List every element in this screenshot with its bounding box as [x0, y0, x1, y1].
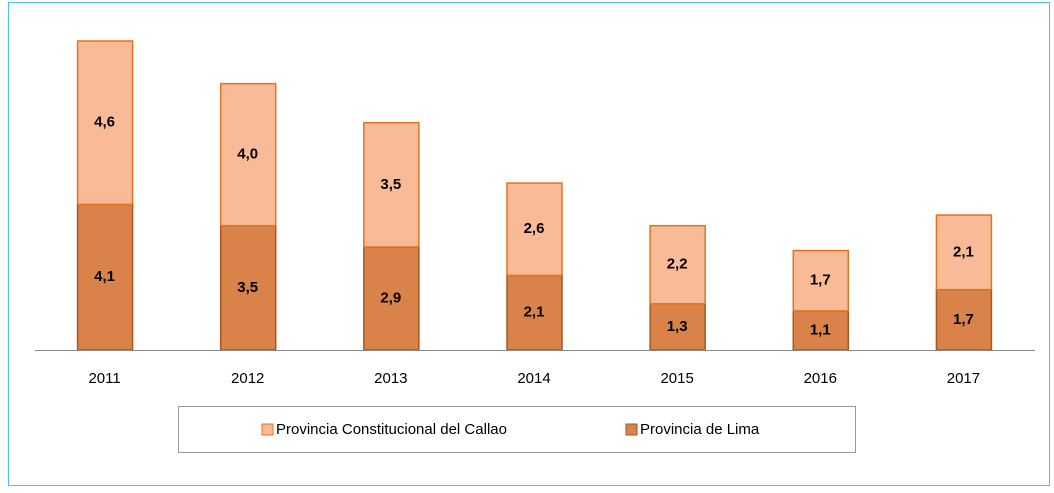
- bar-segment: [935, 214, 993, 291]
- value-label: 2,9: [380, 289, 401, 306]
- x-tick-label: 2014: [517, 370, 550, 387]
- value-label: 2,1: [524, 304, 545, 321]
- bar-segment: [76, 40, 134, 206]
- value-label: 2,6: [524, 220, 545, 237]
- legend-box: [178, 406, 856, 453]
- bar-segment: [506, 182, 563, 277]
- value-label: 4,6: [94, 114, 115, 131]
- x-tick-label: 2011: [88, 370, 120, 387]
- value-label: 2,1: [953, 243, 974, 260]
- value-label: 1,1: [810, 321, 831, 338]
- bar-segment: [219, 82, 277, 227]
- value-label: 1,7: [953, 311, 974, 328]
- value-label: 1,3: [667, 318, 688, 335]
- bar-segment: [363, 121, 420, 248]
- x-tick-label: 2012: [231, 370, 264, 387]
- bar-segment: [649, 224, 706, 305]
- value-label: 1,7: [810, 272, 831, 289]
- legend-swatch: [261, 423, 274, 436]
- value-label: 4,1: [94, 268, 115, 285]
- x-tick-label: 2016: [804, 370, 837, 387]
- x-tick-label: 2017: [947, 370, 980, 387]
- legend-label: Provincia de Lima: [640, 421, 760, 438]
- value-label: 4,0: [237, 146, 258, 163]
- value-label: 2,2: [667, 256, 688, 273]
- x-tick-label: 2015: [660, 370, 693, 387]
- legend-swatch: [625, 423, 638, 436]
- bar-segment: [649, 303, 706, 351]
- value-label: 3,5: [237, 279, 258, 296]
- value-label: 3,5: [380, 176, 401, 193]
- bar-segment: [792, 249, 850, 312]
- x-tick-label: 2013: [374, 370, 407, 387]
- legend-label: Provincia Constitucional del Callao: [276, 421, 507, 438]
